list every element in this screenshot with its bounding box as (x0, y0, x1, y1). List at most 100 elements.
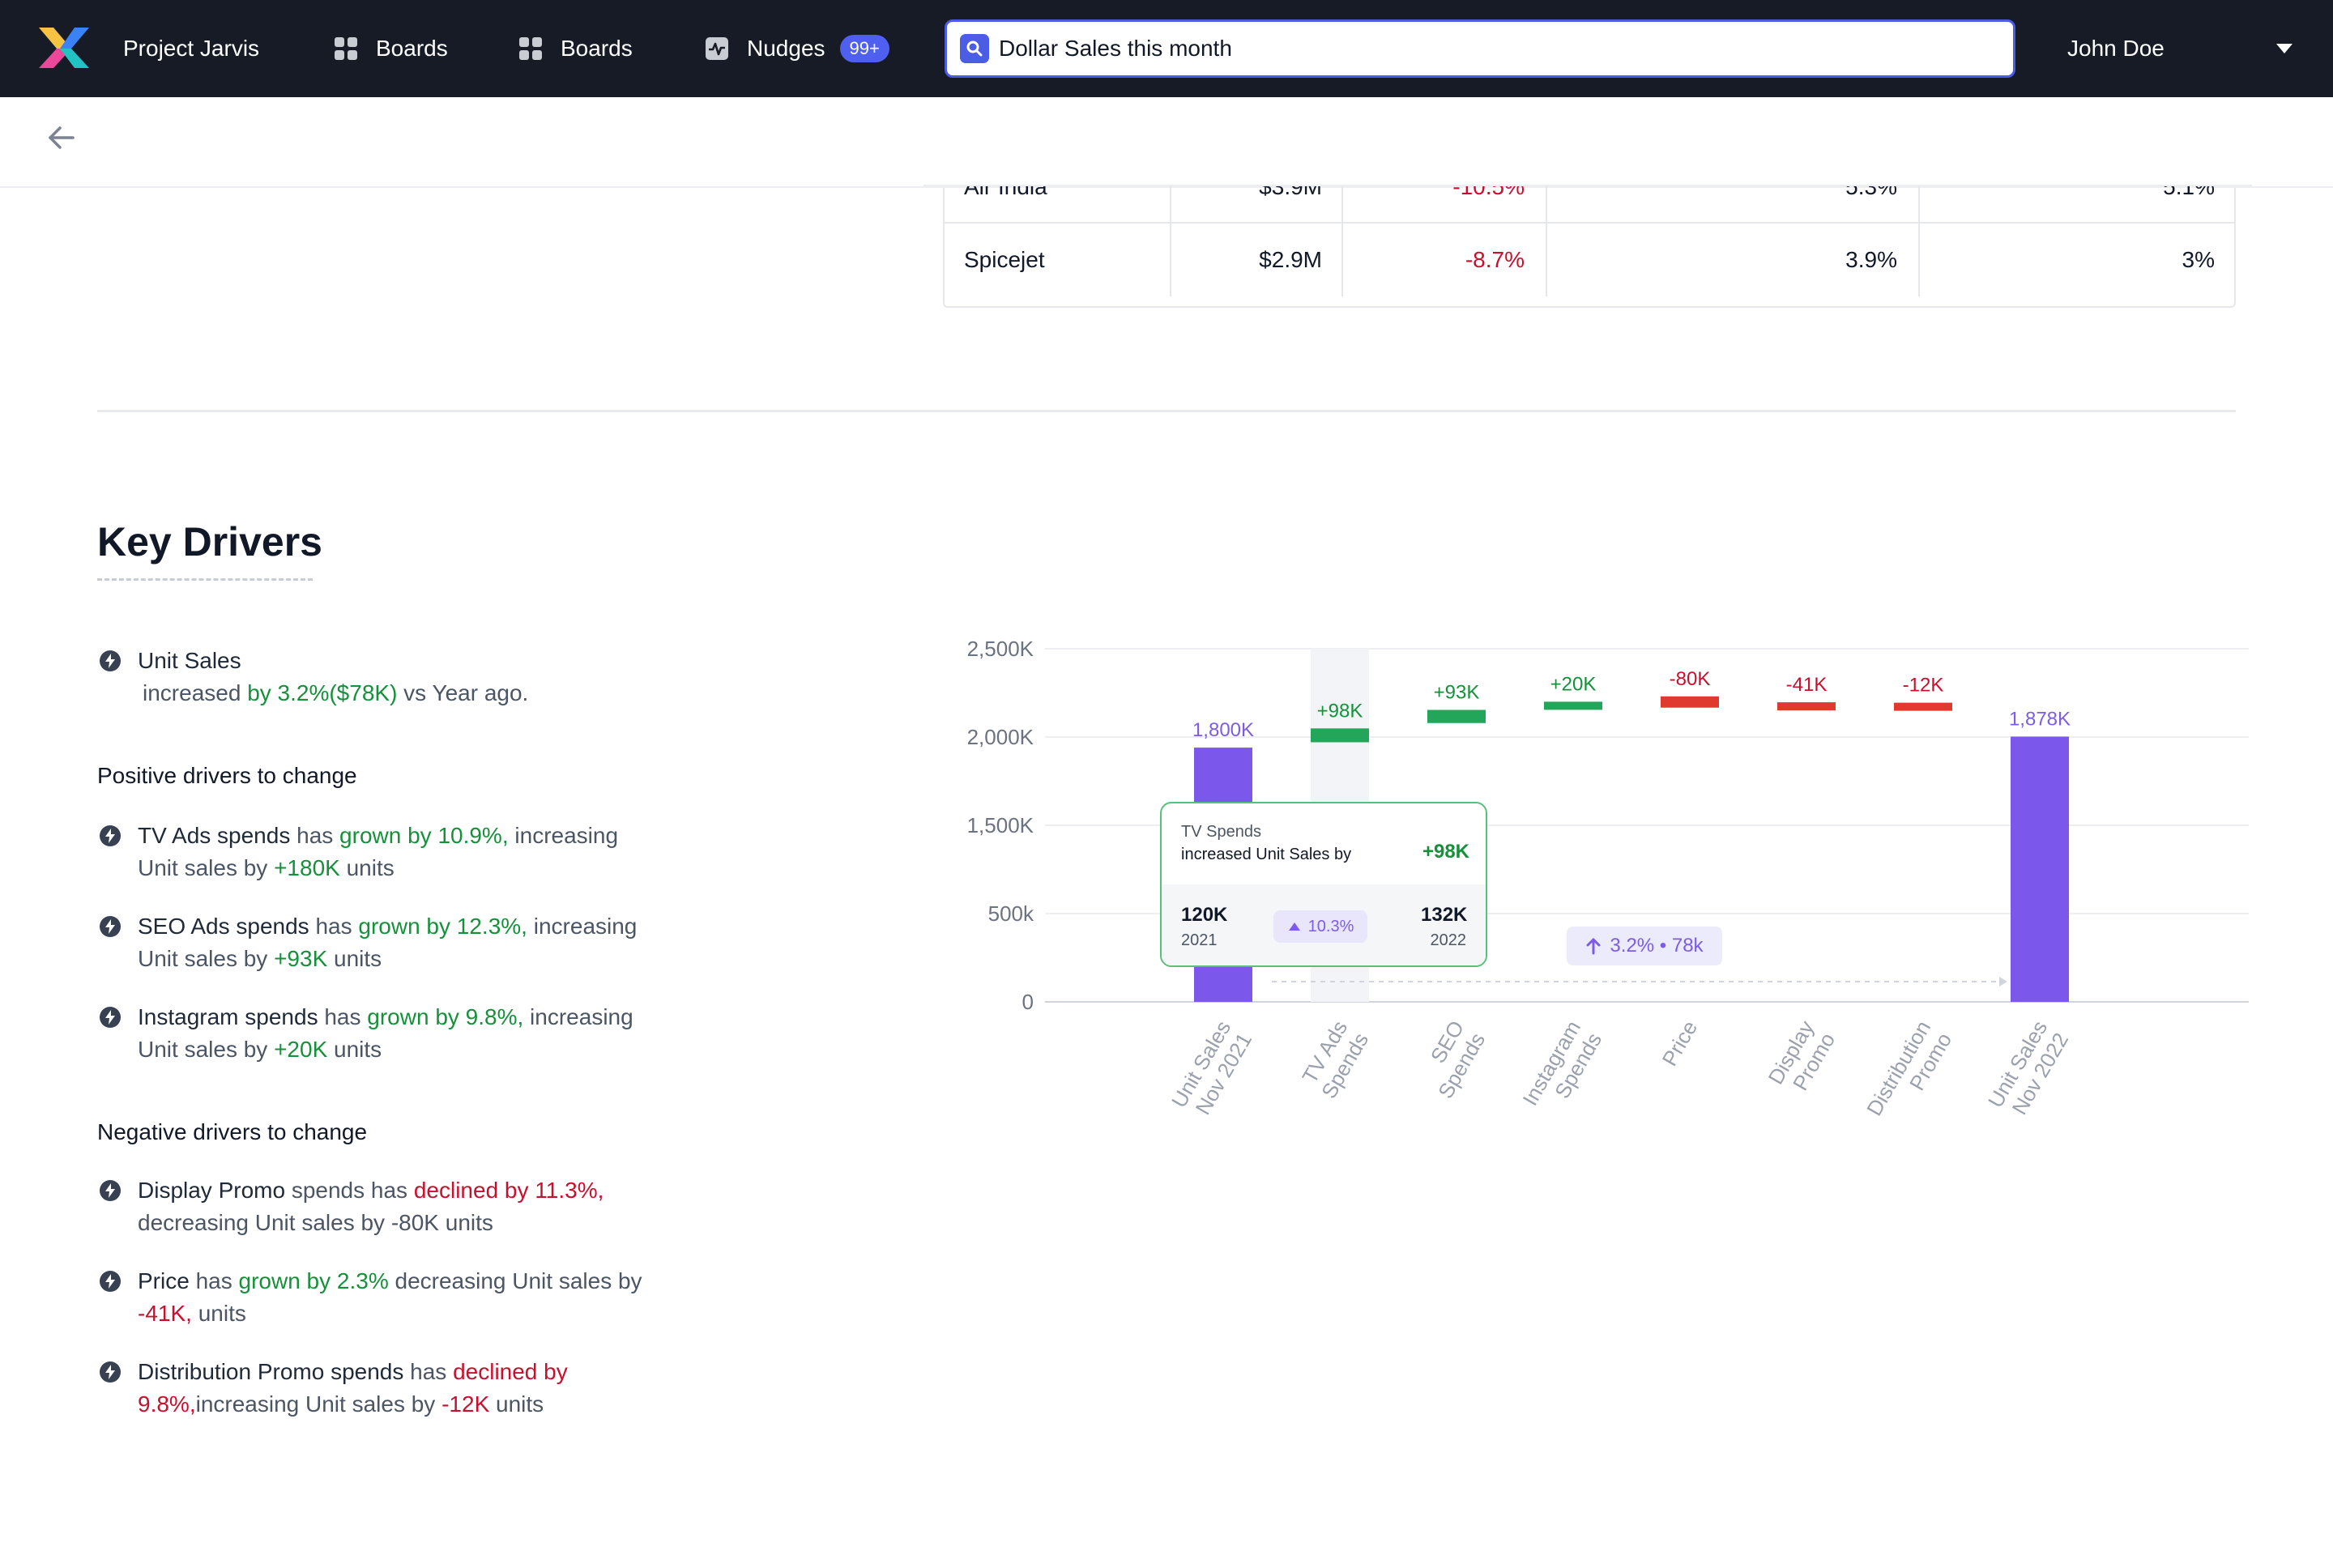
chevron-down-icon[interactable] (2273, 39, 2296, 58)
nav-boards-1[interactable]: Boards (334, 0, 448, 97)
bar-data-label: -12K (1903, 675, 1944, 697)
activity-icon (706, 37, 728, 60)
grid-icon (519, 37, 542, 60)
y-tick-label: 0 (1022, 990, 1034, 1014)
tooltip-change-pill: 10.3% (1273, 910, 1367, 943)
nav-nudges-label: Nudges (747, 36, 825, 61)
driver-text: Unit sales by (138, 946, 275, 971)
x-tick-label-line: Price (1657, 1016, 1703, 1070)
positive-drivers-heading: Positive drivers to change (97, 763, 357, 788)
bar (1427, 709, 1486, 723)
driver-change: 9.8%, (138, 1391, 196, 1417)
bar (1661, 696, 1719, 708)
bar-data-label: +20K (1550, 673, 1597, 695)
grid-icon (335, 37, 357, 60)
search-icon (960, 34, 989, 63)
bolt-icon (100, 1361, 121, 1383)
app-logo[interactable] (36, 24, 92, 71)
driver-change: declined by 11.3%, (413, 1178, 604, 1203)
tooltip-subtitle: increased Unit Sales by (1181, 846, 1352, 863)
driver-name: Display Promo (138, 1178, 286, 1203)
arrow-up-icon (1586, 938, 1601, 955)
back-arrow-icon[interactable] (45, 121, 78, 154)
driver-text: has (309, 914, 359, 939)
triangle-up-icon (1288, 922, 1300, 931)
bolt-icon (100, 1180, 121, 1201)
trend-arrowhead (1999, 977, 2007, 986)
driver-text: units (327, 1037, 382, 1062)
negative-driver-line2: 9.8%,increasing Unit sales by -12K units (138, 1388, 544, 1421)
x-tick-label: InstagramSpends (1517, 1016, 1606, 1122)
driver-text: Unit sales by (138, 855, 275, 880)
tooltip-to-year: 2022 (1430, 931, 1467, 949)
x-tick-label: SEOSpends (1412, 1016, 1490, 1102)
tooltip-from-value: 120K (1181, 904, 1228, 926)
bar-data-label: 1,878K (2009, 708, 2071, 730)
x-tick-label: Unit SalesNov 2021 (1166, 1016, 1256, 1124)
tooltip-change: 10.3% (1307, 917, 1354, 935)
project-name[interactable]: Project Jarvis (123, 0, 259, 97)
driver-change: grown by 9.8%, (367, 1004, 524, 1029)
title-underline (97, 578, 313, 581)
driver-text: has (189, 1268, 239, 1293)
headline-metric: Unit Sales (138, 648, 241, 673)
driver-name: TV Ads spends (138, 823, 291, 848)
driver-name: Distribution Promo spends (138, 1359, 404, 1384)
bolt-icon (100, 650, 121, 671)
summary-change-text: 3.2% • 78k (1610, 935, 1704, 957)
tooltip-from-year: 2021 (1181, 931, 1218, 949)
bolt-icon (100, 825, 121, 846)
tooltip-to-value: 132K (1421, 904, 1468, 926)
driver-impact: +20K (274, 1037, 328, 1062)
search-input[interactable] (999, 36, 1971, 62)
bar (1777, 702, 1836, 711)
data-table: Air India $3.9M -10.5% 5.3% 5.1% Spiceje… (943, 152, 2236, 308)
sub-header-mask (923, 97, 2252, 186)
driver-text: units (191, 1301, 246, 1326)
driver-text: units (327, 946, 382, 971)
driver-text: has (318, 1004, 368, 1029)
search-bar[interactable] (945, 19, 2015, 78)
driver-text: increasing (527, 914, 638, 939)
driver-text: Unit sales by (138, 1037, 275, 1062)
chart-tooltip: TV Spends increased Unit Sales by +98K 1… (1160, 802, 1487, 967)
tooltip-title: TV Spends (1181, 823, 1261, 841)
nav-boards-2-label: Boards (561, 36, 633, 61)
bar (1311, 728, 1369, 743)
negative-driver-line2: decreasing Unit sales by -80K units (138, 1207, 493, 1239)
bolt-icon (100, 1007, 121, 1028)
driver-text: increasing Unit sales by (195, 1391, 442, 1417)
positive-driver-line1: Instagram spends has grown by 9.8%, incr… (138, 1001, 633, 1033)
driver-text: increasing (523, 1004, 633, 1029)
bar (1544, 701, 1602, 710)
table-cell: 3.9% (1547, 224, 1920, 296)
driver-text: has (403, 1359, 454, 1384)
bar-data-label: 1,800K (1192, 719, 1254, 741)
nav-boards-2[interactable]: Boards (518, 0, 633, 97)
bar-data-label: -80K (1670, 668, 1711, 690)
headline-pre: increased (143, 680, 248, 705)
summary-change-pill: 3.2% • 78k (1567, 927, 1722, 965)
table-cell: Spicejet (945, 224, 1171, 296)
table-cell: $2.9M (1171, 224, 1343, 296)
table-cell: 3% (2182, 247, 2215, 272)
headline-change: by 3.2%($78K) (247, 680, 398, 705)
top-navbar: Project Jarvis Boards Boards Nudges 99+ … (0, 0, 2333, 97)
project-name-label: Project Jarvis (123, 36, 260, 61)
negative-drivers-heading: Negative drivers to change (97, 1119, 368, 1144)
nav-boards-1-label: Boards (376, 36, 448, 61)
driver-text: decreasing Unit sales by (388, 1268, 642, 1293)
nav-nudges[interactable]: Nudges 99+ (705, 0, 889, 97)
bolt-icon (100, 916, 121, 937)
user-menu[interactable]: John Doe (2067, 0, 2165, 97)
table-row[interactable]: Spicejet $2.9M -8.7% 3.9% 3% (945, 224, 2234, 296)
positive-driver-line2: Unit sales by +93K units (138, 943, 382, 975)
driver-change: grown by 2.3% (238, 1268, 389, 1293)
user-name: John Doe (2067, 36, 2165, 61)
driver-impact: -41K, (138, 1301, 192, 1326)
driver-text: has (290, 823, 340, 848)
negative-driver-line2: -41K, units (138, 1297, 246, 1330)
positive-driver-line2: Unit sales by +20K units (138, 1033, 382, 1066)
x-tick-label: DistributionPromo (1862, 1016, 1956, 1132)
tooltip-value: +98K (1422, 841, 1469, 863)
